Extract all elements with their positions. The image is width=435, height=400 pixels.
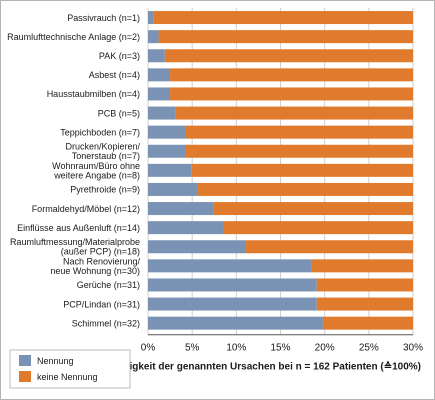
bar-nennung xyxy=(148,182,198,196)
bars xyxy=(148,11,414,330)
bar-keine-nennung xyxy=(164,49,413,63)
x-tick-labels: 0% 5% 10% 15% 20% 25% 30% xyxy=(141,343,423,354)
category-label: PAK (n=3) xyxy=(99,51,140,61)
bar-keine-nennung xyxy=(246,240,413,254)
bar-keine-nennung xyxy=(185,125,413,139)
category-label: PCP/Lindan (n=31) xyxy=(63,299,140,309)
x-axis-label: Häufigkeit der genannten Ursachen bei n … xyxy=(107,361,421,373)
legend-swatch-keine-nennung xyxy=(19,371,31,382)
category-label: Wohnraum/Büro ohne xyxy=(52,161,140,171)
bar-nennung xyxy=(148,106,176,120)
x-tick-label: 20% xyxy=(315,343,335,354)
bar-keine-nennung xyxy=(197,182,413,196)
bar-keine-nennung xyxy=(170,68,413,82)
bar-nennung xyxy=(148,278,317,292)
bar-nennung xyxy=(148,30,159,44)
category-label: Formaldehyd/Möbel (n=12) xyxy=(32,204,140,214)
category-label: Tonerstaub (n=7) xyxy=(72,151,140,161)
bar-keine-nennung xyxy=(170,87,413,101)
category-label: Schimmel (n=32) xyxy=(72,318,140,328)
bar-nennung xyxy=(148,297,317,311)
category-label: (außer PCP) (n=18) xyxy=(61,247,140,257)
category-label: Gerüche (n=31) xyxy=(77,280,140,290)
bar-keine-nennung xyxy=(158,30,413,44)
category-label: neue Wohnung (n=30) xyxy=(50,266,140,276)
category-label: Passivrauch (n=1) xyxy=(67,13,140,23)
category-label: Einflüsse aus Außenluft (n=14) xyxy=(17,223,140,233)
category-label: Raumlufttechnische Anlage (n=2) xyxy=(7,32,140,42)
x-tick-label: 25% xyxy=(359,343,379,354)
category-label: Asbest (n=4) xyxy=(89,70,140,80)
bar-keine-nennung xyxy=(185,144,413,158)
bar-nennung xyxy=(148,202,214,216)
legend-swatch-nennung xyxy=(19,355,31,366)
bar-nennung xyxy=(148,144,186,158)
category-label: Teppichboden (n=7) xyxy=(60,127,140,137)
bar-keine-nennung xyxy=(223,221,413,235)
category-label: Drucken/Kopieren/ xyxy=(65,142,140,152)
x-tick-label: 10% xyxy=(226,343,246,354)
legend: Nennung keine Nennung xyxy=(9,349,131,389)
category-label: Nach Renovierung/ xyxy=(63,256,141,266)
bar-nennung xyxy=(148,221,224,235)
bar-keine-nennung xyxy=(322,316,413,330)
bar-nennung xyxy=(148,68,171,82)
x-tick-label: 30% xyxy=(403,343,423,354)
bar-keine-nennung xyxy=(316,297,413,311)
bar-keine-nennung xyxy=(311,259,413,273)
bar-keine-nennung xyxy=(153,11,414,25)
category-label: Pyrethroide (n=9) xyxy=(70,185,140,195)
bar-keine-nennung xyxy=(213,202,413,216)
legend-label-keine-nennung: keine Nennung xyxy=(37,372,98,382)
bar-nennung xyxy=(148,316,323,330)
bar-nennung xyxy=(148,49,165,63)
x-tick-label: 15% xyxy=(270,343,290,354)
category-label: weitere Angabe (n=8) xyxy=(53,170,140,180)
bar-nennung xyxy=(148,11,154,25)
bar-nennung xyxy=(148,87,171,101)
bar-nennung xyxy=(148,163,192,177)
bar-nennung xyxy=(148,259,312,273)
bar-keine-nennung xyxy=(175,106,413,120)
category-label: Hausstaubmilben (n=4) xyxy=(47,89,140,99)
x-tick-label: 5% xyxy=(185,343,200,354)
legend-label-nennung: Nennung xyxy=(37,356,74,366)
category-label: PCB (n=5) xyxy=(98,108,140,118)
bar-keine-nennung xyxy=(316,278,413,292)
bar-keine-nennung xyxy=(191,163,413,177)
category-label: Raumluftmessung/Materialprobe xyxy=(10,237,140,247)
bar-nennung xyxy=(148,125,186,139)
category-labels: Passivrauch (n=1) Raumlufttechnische Anla… xyxy=(7,13,140,329)
bar-nennung xyxy=(148,240,247,254)
x-tick-label: 0% xyxy=(141,343,156,354)
